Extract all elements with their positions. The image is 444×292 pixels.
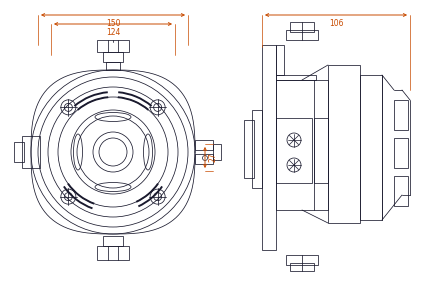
Bar: [276, 80, 328, 210]
Bar: [14, 142, 24, 162]
Bar: [103, 52, 123, 62]
Bar: [360, 75, 382, 220]
Bar: [276, 45, 284, 75]
Bar: [213, 144, 221, 160]
Bar: [22, 136, 40, 168]
Bar: [106, 62, 120, 70]
Bar: [290, 263, 314, 271]
Text: 150: 150: [106, 19, 120, 28]
Bar: [244, 120, 254, 178]
Bar: [328, 65, 360, 223]
Bar: [286, 255, 318, 265]
Bar: [195, 154, 213, 164]
Bar: [394, 176, 408, 206]
Bar: [97, 246, 129, 260]
Bar: [276, 118, 312, 183]
Bar: [314, 118, 328, 183]
Bar: [97, 40, 129, 52]
Bar: [262, 45, 276, 250]
Text: 124: 124: [106, 28, 120, 37]
Bar: [286, 30, 318, 40]
Bar: [394, 100, 408, 130]
Text: 106: 106: [329, 19, 343, 28]
Bar: [103, 236, 123, 246]
Bar: [252, 110, 262, 188]
Bar: [290, 22, 314, 32]
Bar: [276, 75, 316, 80]
Text: 27: 27: [208, 152, 217, 162]
Bar: [195, 140, 213, 150]
Bar: [394, 138, 408, 168]
